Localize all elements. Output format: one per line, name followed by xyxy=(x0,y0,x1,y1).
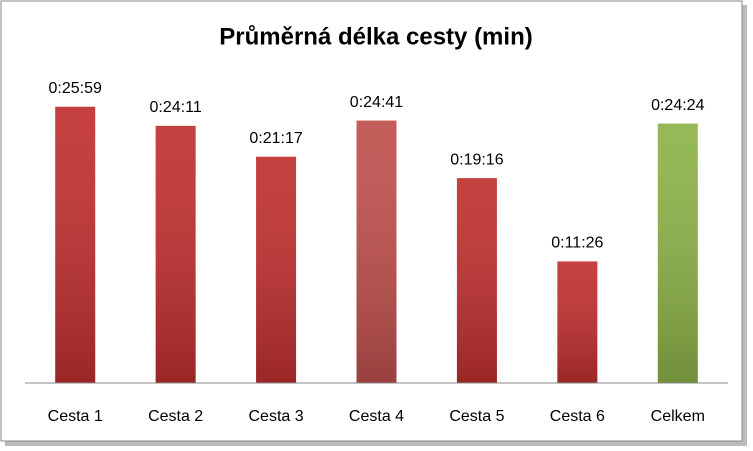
bar-shade xyxy=(55,106,96,383)
bar-shade xyxy=(557,261,598,383)
value-label: 0:11:26 xyxy=(551,235,603,252)
x-tick-label: Celkem xyxy=(651,408,705,425)
x-tick-label: Cesta 6 xyxy=(550,408,605,425)
value-label: 0:24:11 xyxy=(150,99,202,116)
chart-title: Průměrná délka cesty (min) xyxy=(219,23,532,50)
value-label: 0:24:24 xyxy=(651,97,704,114)
value-label: 0:19:16 xyxy=(450,151,503,168)
x-tick-label: Cesta 1 xyxy=(48,408,103,425)
x-tick-label: Cesta 4 xyxy=(349,408,404,425)
bar-shade xyxy=(356,120,397,384)
value-label: 0:21:17 xyxy=(249,130,302,147)
bar-shade xyxy=(155,125,196,383)
x-tick-label: Cesta 2 xyxy=(148,408,203,425)
value-label: 0:25:59 xyxy=(49,80,102,97)
x-tick-label: Cesta 5 xyxy=(449,408,504,425)
x-tick-label: Cesta 3 xyxy=(249,408,304,425)
value-label: 0:24:41 xyxy=(350,94,403,111)
bar-shade xyxy=(256,156,297,383)
bar-shade xyxy=(657,123,698,384)
bar-shade xyxy=(456,178,497,383)
